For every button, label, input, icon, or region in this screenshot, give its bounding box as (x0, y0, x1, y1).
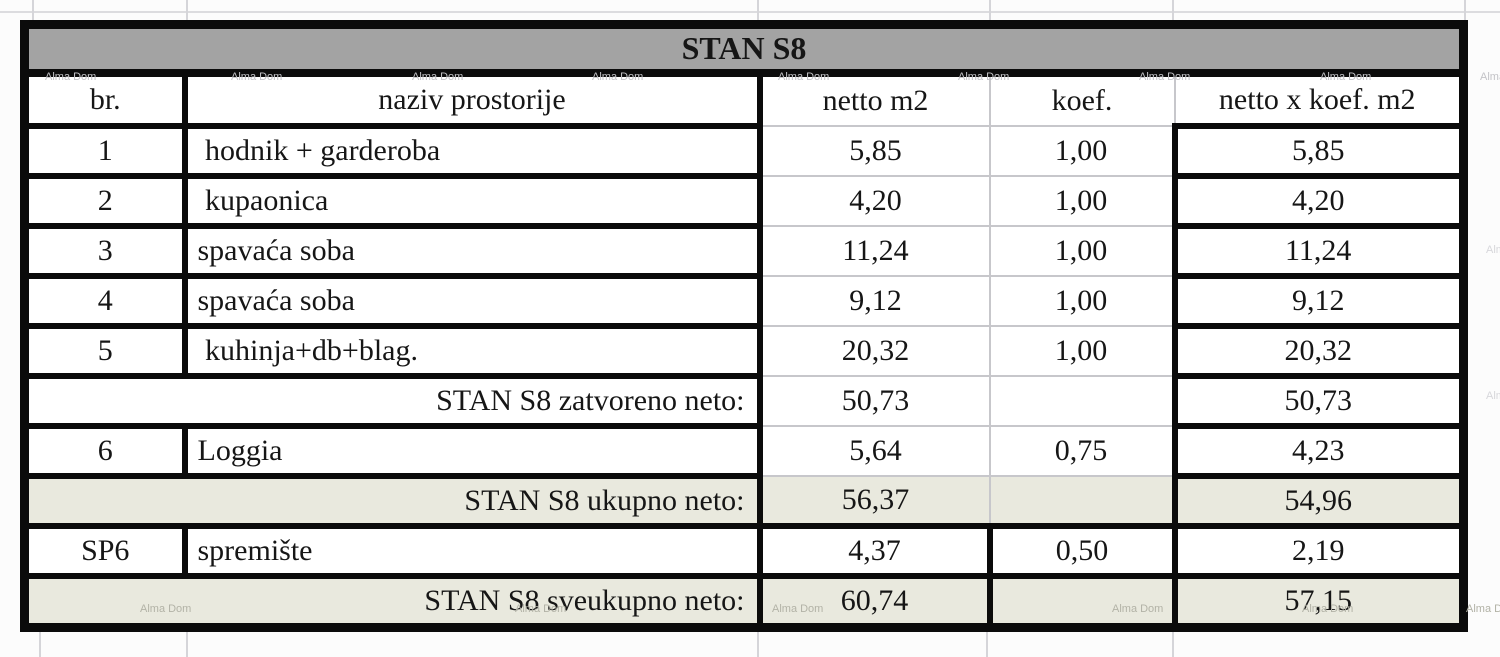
table-row: 3 spavaća soba 11,24 1,00 11,24 (21, 223, 1467, 279)
cell-br: 3 (21, 223, 188, 279)
cell-netto-x-koef: 9,12 (1171, 273, 1467, 329)
cell-netto: 11,24 (758, 225, 991, 277)
cell-br: 6 (21, 423, 188, 479)
cell-koef: 0,75 (988, 425, 1176, 477)
gridline-vertical (757, 629, 759, 657)
gridline-vertical (1464, 0, 1466, 20)
cell-koef: 1,00 (988, 325, 1176, 377)
gridline-vertical (186, 0, 188, 20)
cell-naziv: kupaonica (181, 173, 763, 229)
gridline-vertical (986, 629, 988, 657)
cell-br: 4 (21, 273, 188, 329)
gridline-vertical (989, 0, 991, 20)
table-header-row: br. naziv prostorije netto m2 koef. nett… (21, 70, 1465, 129)
cell-netto: 5,85 (758, 125, 991, 177)
cell-br: 2 (21, 173, 188, 229)
cell-naziv: kuhinja+db+blag. (181, 323, 763, 379)
cell-koef (986, 573, 1178, 631)
area-table: STAN S8 br. naziv prostorije netto m2 ko… (20, 20, 1468, 632)
header-netto-x-koef: netto x koef. m2 (1173, 72, 1465, 127)
cell-total-label: STAN S8 sveukupno neto: (21, 573, 763, 631)
cell-koef: 0,50 (986, 523, 1178, 579)
header-br: br. (21, 70, 188, 129)
cell-netto-x-koef: 57,15 (1171, 573, 1467, 631)
cell-netto-x-koef: 4,23 (1171, 423, 1467, 479)
header-koef: koef. (988, 72, 1176, 127)
cell-netto: 5,64 (758, 425, 991, 477)
cell-naziv: Loggia (181, 423, 763, 479)
gridline-horizontal (0, 11, 1500, 13)
table-row: 1 hodnik + garderoba 5,85 1,00 5,85 (21, 123, 1467, 179)
cell-netto: 60,74 (756, 573, 993, 631)
gridline-vertical (39, 629, 41, 657)
cell-netto-x-koef: 11,24 (1171, 223, 1467, 279)
cell-naziv: hodnik + garderoba (181, 123, 763, 179)
watermark: Alma Dom (1466, 603, 1500, 615)
cell-netto-x-koef: 54,96 (1171, 473, 1467, 529)
gridline-vertical (32, 0, 34, 20)
cell-br: SP6 (21, 523, 188, 579)
cell-netto: 56,37 (758, 475, 991, 527)
gridline-vertical (1172, 0, 1174, 20)
cell-netto: 4,20 (758, 175, 991, 227)
cell-netto-x-koef: 2,19 (1171, 523, 1467, 579)
cell-total-label: STAN S8 ukupno neto: (21, 473, 763, 529)
cell-naziv: spavaća soba (181, 273, 763, 329)
cell-koef (988, 475, 1176, 527)
grandtotal-row: STAN S8 sveukupno neto: 60,74 57,15 (21, 573, 1467, 631)
subtotal-row: STAN S8 zatvoreno neto: 50,73 50,73 (21, 373, 1467, 429)
cell-koef: 1,00 (988, 225, 1176, 277)
gridline-vertical (757, 0, 759, 20)
cell-koef: 1,00 (988, 175, 1176, 227)
cell-netto-x-koef: 4,20 (1171, 173, 1467, 229)
cell-netto: 9,12 (758, 275, 991, 327)
cell-naziv: spavaća soba (181, 223, 763, 279)
watermark: Alma Dom (1480, 71, 1500, 83)
table-row: 6 Loggia 5,64 0,75 4,23 (21, 423, 1467, 479)
table-title: STAN S8 (20, 20, 1468, 77)
cell-netto-x-koef: 20,32 (1171, 323, 1467, 379)
cell-netto: 20,32 (758, 325, 991, 377)
cell-netto-x-koef: 5,85 (1171, 123, 1467, 179)
cell-koef: 1,00 (988, 275, 1176, 327)
header-netto: netto m2 (758, 72, 991, 127)
cell-netto: 50,73 (758, 375, 991, 427)
cell-br: 1 (21, 123, 188, 179)
table-row: 5 kuhinja+db+blag. 20,32 1,00 20,32 (21, 323, 1467, 379)
cell-total-label: STAN S8 zatvoreno neto: (21, 373, 763, 429)
table-row: 2 kupaonica 4,20 1,00 4,20 (21, 173, 1467, 229)
subtotal-row: STAN S8 ukupno neto: 56,37 54,96 (21, 473, 1467, 529)
table-title-row: STAN S8 (20, 20, 1468, 77)
table-row: SP6 spremište 4,37 0,50 2,19 (21, 523, 1467, 579)
header-naziv: naziv prostorije (181, 70, 763, 129)
cell-netto-x-koef: 50,73 (1171, 373, 1467, 429)
gridline-vertical (186, 629, 188, 657)
cell-naziv: spremište (181, 523, 763, 579)
cell-koef: 1,00 (988, 125, 1176, 177)
gridline-vertical (1172, 629, 1174, 657)
cell-br: 5 (21, 323, 188, 379)
table-row: 4 spavaća soba 9,12 1,00 9,12 (21, 273, 1467, 329)
watermark: Alma Dom (1486, 390, 1500, 402)
cell-netto: 4,37 (756, 523, 993, 579)
watermark: Alma Dom (1486, 244, 1500, 256)
cell-koef (988, 375, 1176, 427)
